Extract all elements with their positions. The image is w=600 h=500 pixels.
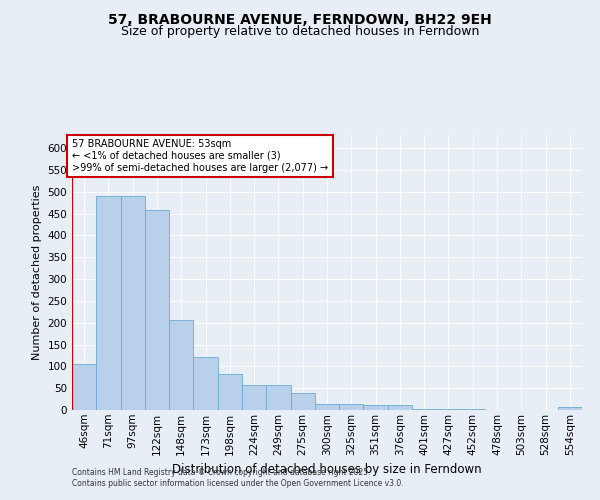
Text: 57, BRABOURNE AVENUE, FERNDOWN, BH22 9EH: 57, BRABOURNE AVENUE, FERNDOWN, BH22 9EH: [108, 12, 492, 26]
Bar: [388, 405, 412, 410]
Bar: [436, 408, 461, 410]
Bar: [96, 196, 121, 410]
Y-axis label: Number of detached properties: Number of detached properties: [32, 185, 42, 360]
Text: Contains HM Land Registry data © Crown copyright and database right 2025.
Contai: Contains HM Land Registry data © Crown c…: [72, 468, 404, 487]
Bar: [242, 384, 266, 410]
Bar: [461, 408, 485, 410]
X-axis label: Distribution of detached houses by size in Ferndown: Distribution of detached houses by size …: [172, 463, 482, 476]
Bar: [169, 320, 193, 410]
Bar: [121, 196, 145, 410]
Bar: [145, 210, 169, 410]
Bar: [315, 404, 339, 410]
Bar: [193, 356, 218, 410]
Bar: [290, 394, 315, 410]
Text: Size of property relative to detached houses in Ferndown: Size of property relative to detached ho…: [121, 25, 479, 38]
Bar: [339, 404, 364, 410]
Bar: [558, 406, 582, 410]
Text: 57 BRABOURNE AVENUE: 53sqm
← <1% of detached houses are smaller (3)
>99% of semi: 57 BRABOURNE AVENUE: 53sqm ← <1% of deta…: [72, 140, 328, 172]
Bar: [364, 405, 388, 410]
Bar: [266, 384, 290, 410]
Bar: [72, 364, 96, 410]
Bar: [218, 374, 242, 410]
Bar: [412, 408, 436, 410]
